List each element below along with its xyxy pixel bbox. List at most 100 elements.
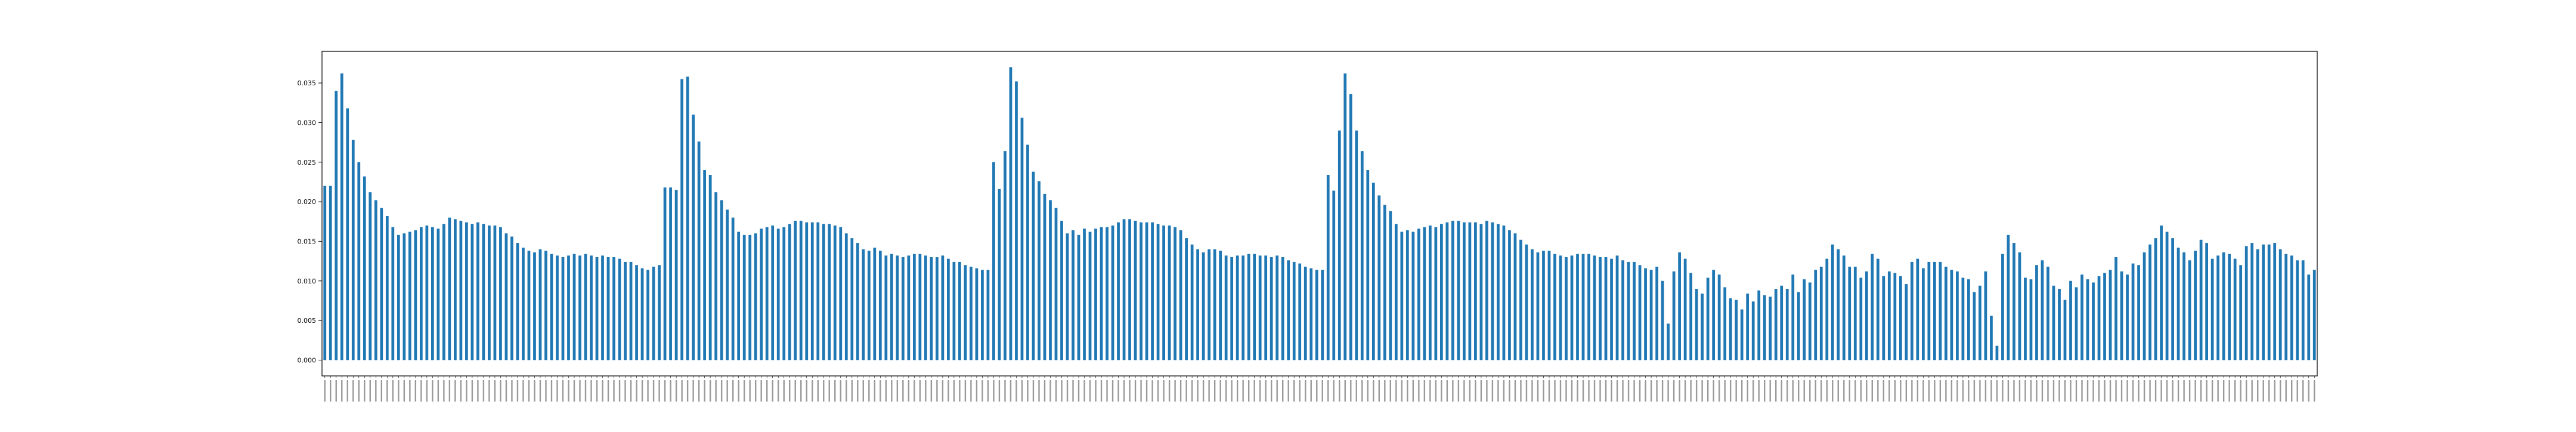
x-tick-label-illegible [959, 380, 961, 402]
x-tick-label-illegible [2018, 380, 2021, 402]
bar [323, 186, 327, 360]
x-tick-label-illegible [346, 380, 348, 402]
x-tick-label-illegible [1134, 380, 1137, 402]
y-tick-label: 0.005 [298, 317, 317, 325]
x-tick-label-illegible [1525, 380, 1528, 402]
x-tick-label-illegible [1843, 380, 1845, 402]
x-tick-label-illegible [726, 380, 728, 402]
x-tick-label-illegible [749, 380, 751, 402]
bar [878, 251, 882, 360]
x-tick-label-illegible [1809, 380, 1811, 402]
bar [1309, 268, 1313, 360]
x-tick-label-illegible [1769, 380, 1771, 402]
x-tick-label-illegible [987, 380, 989, 402]
x-tick-label-illegible [1690, 380, 1692, 402]
bar [1066, 233, 1069, 360]
bar [2080, 274, 2083, 360]
x-tick-label-illegible [590, 380, 592, 402]
x-tick-label-illegible [511, 380, 513, 402]
x-tick-label-illegible [1253, 380, 1255, 402]
y-tick-label: 0.025 [298, 159, 317, 166]
x-tick-label-illegible [1407, 380, 1408, 402]
x-axis [324, 376, 2315, 402]
x-tick-label-illegible [2183, 380, 2185, 402]
bar [2001, 254, 2004, 360]
bar [2205, 243, 2209, 360]
x-tick-label-illegible [1305, 380, 1306, 402]
bar [2114, 257, 2117, 360]
x-tick-label-illegible [1191, 380, 1193, 402]
bar [1825, 258, 1829, 360]
x-tick-label-illegible [1707, 380, 1709, 402]
bar [1610, 258, 1613, 360]
x-tick-label-illegible [1968, 380, 1970, 402]
bar [782, 227, 786, 360]
bar [369, 192, 372, 360]
bar [1740, 309, 1744, 360]
x-tick-label-illegible [482, 380, 485, 402]
bar [1236, 255, 1239, 360]
x-tick-label-illegible [868, 380, 870, 402]
x-tick-label-illegible [2211, 380, 2213, 402]
x-tick-label-illegible [1287, 380, 1289, 402]
x-tick-label-illegible [698, 380, 700, 402]
bar [1281, 257, 1284, 360]
x-tick-label-illegible [732, 380, 734, 402]
bar [504, 233, 508, 360]
bar [1015, 81, 1018, 360]
bar [1859, 277, 1863, 360]
x-tick-label-illegible [1633, 380, 1635, 402]
bar [1956, 271, 1959, 360]
x-tick-label-illegible [1441, 380, 1442, 402]
bar [374, 200, 377, 360]
bar [1258, 255, 1262, 360]
x-tick-label-illegible [686, 380, 689, 402]
x-tick-label-illegible [420, 380, 422, 402]
bar [2103, 273, 2106, 360]
bar [454, 219, 457, 360]
x-tick-label-illegible [1735, 380, 1737, 402]
bar [850, 238, 854, 360]
bar [1060, 220, 1063, 360]
bar [873, 248, 877, 360]
bar [329, 186, 332, 360]
bar [1842, 255, 1846, 360]
bar [1774, 289, 1778, 360]
bar [2137, 265, 2140, 360]
bar [2029, 279, 2033, 360]
bar [1337, 130, 1341, 360]
bar [1179, 230, 1182, 360]
x-tick-label-illegible [709, 380, 711, 402]
bar [1945, 266, 1948, 360]
x-tick-label-illegible [1463, 380, 1465, 402]
bar [1117, 222, 1120, 360]
bar [2239, 265, 2243, 360]
bar [1661, 280, 1664, 360]
y-tick-label: 0.010 [298, 277, 317, 285]
bar [720, 200, 723, 360]
bar [629, 261, 633, 360]
bar [1893, 273, 1897, 360]
bar [652, 266, 655, 360]
x-tick-label-illegible [692, 380, 694, 402]
x-tick-label-illegible [993, 380, 995, 402]
x-tick-label-illegible [437, 380, 439, 402]
x-tick-label-illegible [1684, 380, 1686, 402]
x-tick-label-illegible [1129, 380, 1131, 402]
x-tick-label-illegible [2166, 380, 2168, 402]
bar [1292, 261, 1296, 360]
x-tick-label-illegible [534, 380, 535, 402]
bar [1655, 266, 1658, 360]
bar [1979, 285, 1981, 360]
x-tick-label-illegible [545, 380, 547, 402]
x-tick-label-illegible [1145, 380, 1148, 402]
bar [2182, 252, 2185, 360]
bar [385, 215, 389, 360]
x-tick-label-illegible [778, 380, 779, 402]
bar [1547, 251, 1551, 360]
x-tick-label-illegible [919, 380, 921, 402]
x-tick-label-illegible [1231, 380, 1233, 402]
x-tick-label-illegible [2041, 380, 2044, 402]
x-tick-label-illegible [2132, 380, 2134, 402]
bar [1156, 224, 1160, 360]
